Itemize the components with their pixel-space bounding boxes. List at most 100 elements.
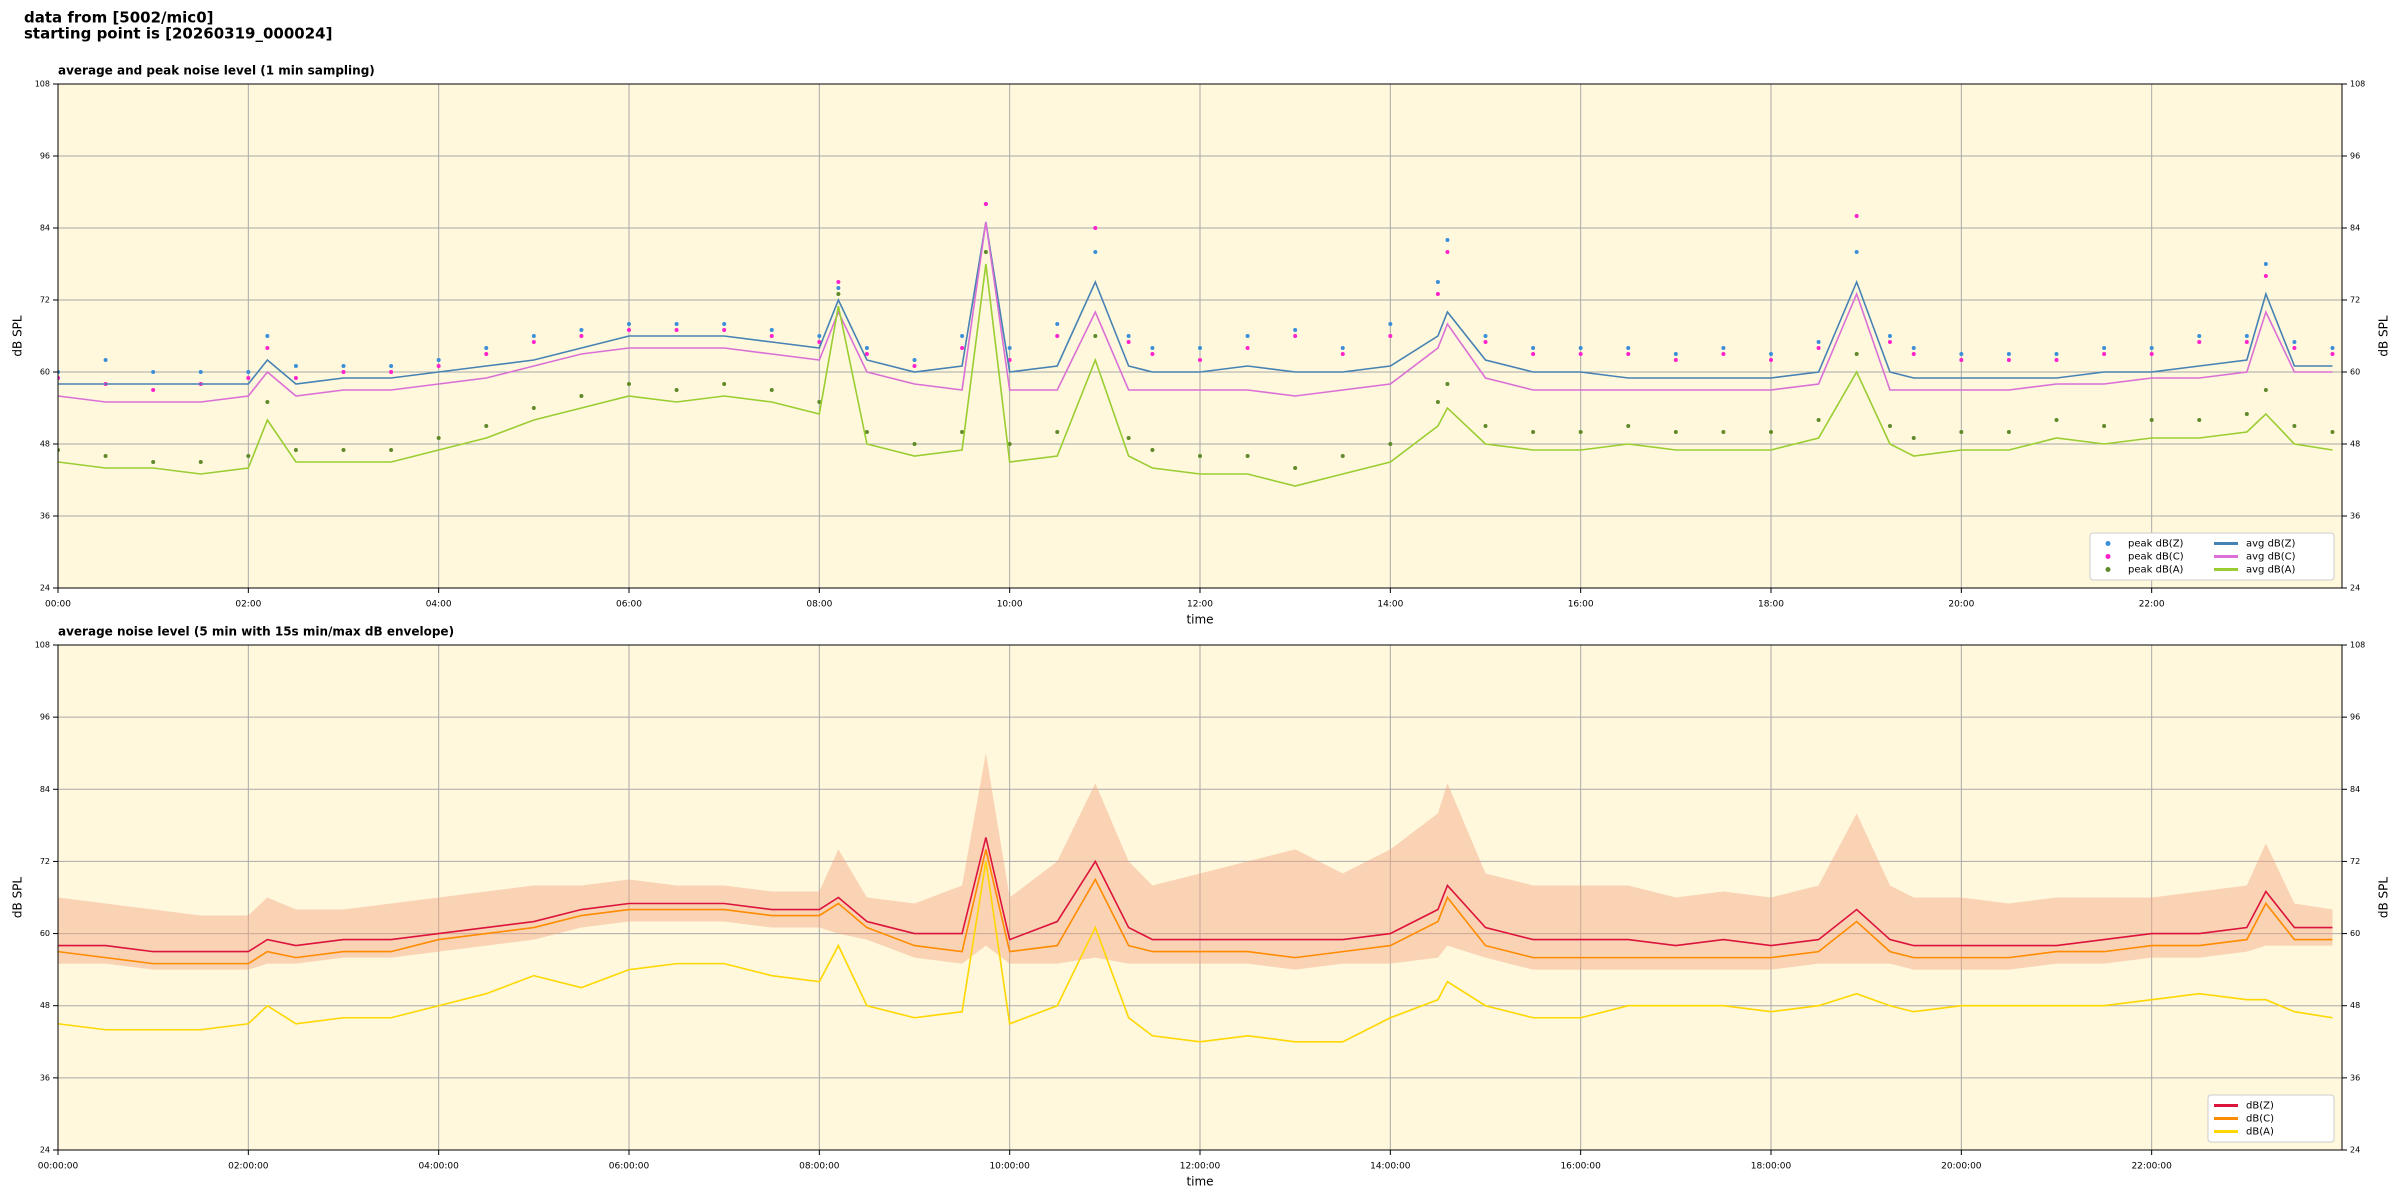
peak-point [1007,442,1012,446]
peak-point [722,328,727,332]
peak-point [1721,430,1726,434]
x-tick-label: 02:00 [235,600,261,610]
peak-point [2006,358,2011,362]
x-tick-label: 18:00:00 [1751,1162,1792,1172]
legend-label: peak dB(Z) [2128,539,2184,550]
peak-point [1445,382,1450,386]
plot-area [58,202,2335,487]
x-tick-label: 08:00 [806,600,832,610]
legend-marker [2105,554,2111,559]
peak-point [1150,346,1155,350]
x-tick-label: 10:00 [997,600,1023,610]
peak-point [1093,334,1098,338]
peak-point [1126,334,1131,338]
peak-point [389,448,394,452]
peak-point [1816,346,1821,350]
peak-point [579,394,584,398]
peak-point [1435,280,1440,284]
y-tick-label: 108 [2350,80,2365,89]
peak-point [2149,352,2154,356]
legend-marker [2105,541,2111,546]
plot-area [58,753,2333,1043]
y-tick-label: 24 [40,1146,50,1155]
peak-point [1673,358,1678,362]
peak-point [1911,436,1916,440]
chart-title: average noise level (5 min with 15s min/… [58,625,454,639]
peak-point [769,388,774,392]
peak-point [1911,346,1916,350]
peak-point [1340,352,1345,356]
peak-point [1388,322,1393,326]
peak-point [1293,328,1298,332]
peak-point [769,334,774,338]
legend-box [2207,1094,2335,1143]
peak-point [836,286,841,290]
peak-point [265,400,270,404]
peak-point [817,334,822,338]
legend-label: peak dB(C) [2128,552,2184,563]
peak-point [2263,388,2268,392]
legend-label: avg dB(C) [2246,552,2296,563]
peak-point [1578,346,1583,350]
peak-point [1887,340,1892,344]
peak-point [1483,334,1488,338]
peak-point [341,370,346,374]
x-tick-label: 14:00 [1377,600,1403,610]
y-tick-label: 108 [35,80,50,89]
y-tick-label: 84 [40,785,50,794]
peak-point [1721,352,1726,356]
y-tick-label: 96 [40,713,50,722]
peak-point [436,364,441,368]
y-tick-label: 48 [2350,1001,2360,1010]
peak-point [2263,262,2268,266]
header-line: starting point is [20260319_000024] [24,25,332,43]
peak-point [983,202,988,206]
x-tick-label: 04:00 [426,600,452,610]
peak-point [1626,424,1631,428]
x-tick-label: 08:00:00 [799,1162,840,1172]
peak-point [674,328,679,332]
peak-point [1340,346,1345,350]
y-axis-label: dB SPL [11,315,25,357]
peak-point [2197,334,2202,338]
peak-point [531,340,536,344]
peak-point [151,388,156,392]
peak-point [198,460,203,464]
peak-point [1959,358,1964,362]
y-tick-label: 24 [2350,1146,2360,1155]
x-tick-label: 16:00:00 [1560,1162,1601,1172]
peak-point [246,376,251,380]
peak-point [674,322,679,326]
x-tick-label: 00:00 [45,600,71,610]
peak-point [960,346,965,350]
peak-point [579,334,584,338]
peak-point [389,364,394,368]
x-tick-label: 20:00:00 [1941,1162,1982,1172]
peak-point [2197,340,2202,344]
peak-point [531,406,536,410]
peak-point [1626,352,1631,356]
y-tick-label: 60 [2350,929,2360,938]
legend-marker [2105,567,2111,572]
peak-point [1093,226,1098,230]
peak-point [2102,346,2107,350]
y-tick-label: 60 [2350,368,2360,377]
peak-point [293,376,298,380]
peak-point [817,340,822,344]
peak-point [1055,430,1060,434]
series-line [58,221,2333,385]
y-tick-label: 36 [2350,1073,2360,1082]
peak-point [674,388,679,392]
peak-point [1483,424,1488,428]
y-tick-label: 24 [2350,584,2360,593]
peak-point [960,334,965,338]
x-tick-label: 22:00:00 [2131,1162,2172,1172]
y-tick-label: 36 [40,512,50,521]
peak-point [2054,352,2059,356]
y-tick-label: 96 [2350,713,2360,722]
plot-frame [57,644,2343,1151]
peak-point [293,364,298,368]
peak-point [103,454,108,458]
peak-point [1578,352,1583,356]
peak-point [2197,418,2202,422]
